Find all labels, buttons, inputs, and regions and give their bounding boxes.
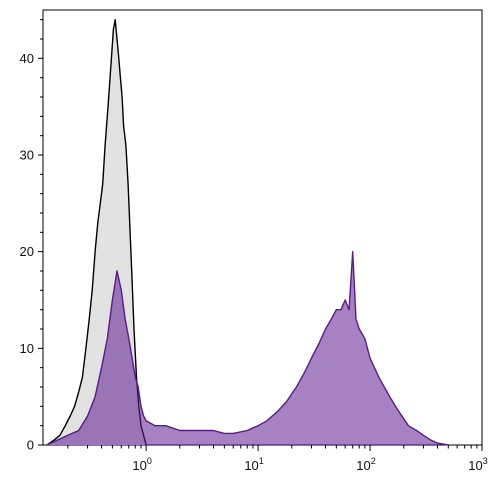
axis-layer: 0 10 20 30 40 100 101 102 103	[20, 19, 488, 473]
histogram-fill-2	[46, 251, 449, 445]
x-tick-label: 102	[356, 456, 375, 473]
y-tick-label: 0	[27, 438, 34, 453]
histogram-line-2	[46, 251, 449, 446]
y-tick-label: 40	[20, 51, 34, 66]
histogram-series-2	[46, 251, 449, 446]
x-tick-label: 101	[244, 456, 263, 473]
y-tick-label: 20	[20, 244, 34, 259]
x-tick-label: 103	[468, 456, 487, 473]
y-tick-label: 10	[20, 341, 34, 356]
histogram-line-1	[46, 19, 147, 446]
y-tick-label: 30	[20, 148, 34, 163]
x-tick-label: 100	[132, 456, 151, 473]
series-layer	[46, 19, 449, 446]
